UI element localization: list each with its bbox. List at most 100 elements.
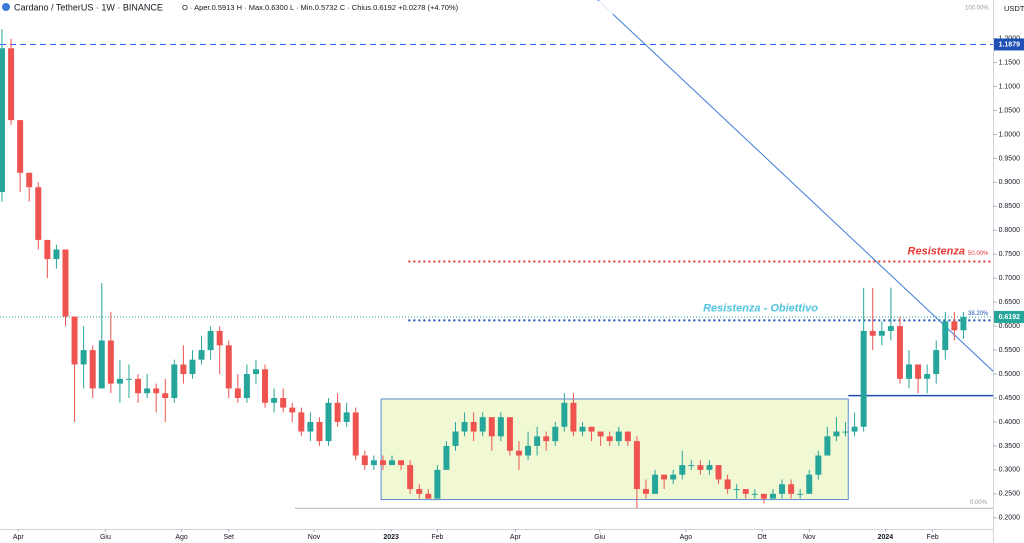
candle-body	[525, 445, 532, 456]
candle-body	[733, 489, 740, 491]
x-tick-label: 2023	[383, 534, 399, 541]
y-tick-label: 1.1000	[999, 83, 1021, 90]
candle-body	[506, 417, 513, 451]
ohlc-header: O · Aper.0.5913 H · Max.0.6300 L · Min.0…	[182, 3, 459, 12]
candle-body	[461, 421, 468, 432]
candle-body	[516, 450, 522, 456]
range-box	[380, 398, 849, 501]
candle-body	[307, 421, 314, 432]
candle-body	[896, 326, 903, 379]
candle-body	[252, 369, 259, 375]
candle-body	[878, 330, 885, 336]
x-tick-label: Set	[223, 534, 234, 541]
x-tick-label: Nov	[308, 534, 321, 541]
resistance-fib: 50.00%	[968, 251, 989, 257]
candle-body	[833, 431, 840, 437]
y-tick-label: 0.7500	[999, 251, 1021, 258]
candle-body	[425, 493, 432, 499]
candle-body	[325, 402, 332, 442]
candle-body	[860, 330, 867, 427]
candle-body	[788, 484, 795, 494]
candle-body	[633, 441, 640, 490]
x-tick-label: Giu	[100, 534, 111, 541]
target-label: Resistenza - Obiettivo	[703, 302, 818, 314]
candle-body	[243, 374, 250, 399]
y-tick-label: 1.0500	[999, 107, 1021, 114]
candle-body	[352, 412, 359, 456]
candle-body	[216, 330, 223, 346]
candle-body	[44, 239, 51, 260]
y-tick-label: 1.0000	[999, 131, 1021, 138]
candle-body	[670, 474, 677, 480]
candle-body	[579, 426, 586, 432]
candle-body	[316, 421, 323, 442]
candle-body	[198, 350, 205, 360]
candle-body	[615, 431, 622, 442]
candle-body	[869, 330, 876, 336]
candle-body	[951, 321, 958, 331]
candle-body	[89, 350, 96, 389]
candle-body	[289, 407, 296, 413]
candle-body	[135, 378, 142, 394]
candle-body	[162, 393, 169, 399]
y-tick-label: 0.3000	[999, 467, 1021, 474]
candle-body	[824, 436, 831, 456]
y-tick-label: 0.9500	[999, 155, 1021, 162]
x-tick-label: 2024	[878, 534, 894, 541]
candle-body	[35, 187, 42, 240]
candle-body	[561, 402, 568, 427]
x-tick-label: Feb	[431, 534, 443, 541]
candle-body	[924, 374, 931, 379]
candle-body	[779, 484, 786, 494]
candle-body	[180, 364, 187, 375]
candle-body	[416, 489, 423, 494]
candle-body	[98, 340, 105, 389]
y-tick-label: 0.6500	[999, 299, 1021, 306]
candle-body	[71, 316, 78, 365]
candle-body	[370, 460, 377, 466]
candle-body	[443, 445, 450, 470]
candle-body	[688, 465, 695, 467]
candle-body	[262, 369, 269, 403]
candle-body	[960, 316, 967, 331]
candle-body	[225, 345, 232, 389]
marked-level-box	[994, 38, 1024, 51]
candle-body	[361, 455, 368, 466]
candle-body	[942, 321, 949, 351]
y-tick-label: 0.9000	[999, 179, 1021, 186]
header-bg	[0, 1, 720, 14]
candle-body	[379, 460, 386, 466]
candle-body	[80, 350, 87, 365]
candle-body	[153, 388, 160, 394]
candle-body	[343, 412, 350, 422]
target-fib: 38.20%	[968, 311, 989, 317]
candle-body	[479, 417, 486, 432]
candle-body	[724, 479, 731, 490]
candle-body	[398, 460, 405, 466]
fib-top: 100.00%	[965, 6, 989, 12]
marked-level-label: 1.1879	[999, 41, 1021, 48]
candle-body	[588, 426, 595, 432]
y-tick-label: 0.4500	[999, 395, 1021, 402]
candle-body	[8, 48, 15, 121]
x-tick-label: Feb	[927, 534, 939, 541]
candle-body	[0, 48, 5, 192]
candle-body	[652, 474, 659, 494]
y-tick-label: 0.2000	[999, 515, 1021, 522]
currency: USDT	[1004, 4, 1024, 13]
candle-body	[144, 388, 151, 394]
x-tick-label: Giu	[594, 534, 605, 541]
y-tick-label: 0.4000	[999, 419, 1021, 426]
candle-body	[189, 359, 196, 375]
candle-body	[552, 426, 559, 442]
y-tick-label: 0.8500	[999, 203, 1021, 210]
candle-body	[851, 426, 858, 432]
candle-body	[543, 436, 550, 442]
last-price-label: 0.6192	[999, 314, 1021, 321]
y-tick-label: 1.1500	[999, 59, 1021, 66]
candle-body	[661, 474, 668, 480]
x-tick-label: Nov	[803, 534, 816, 541]
x-tick-label: Ott	[757, 534, 766, 541]
candle-body	[797, 493, 804, 495]
